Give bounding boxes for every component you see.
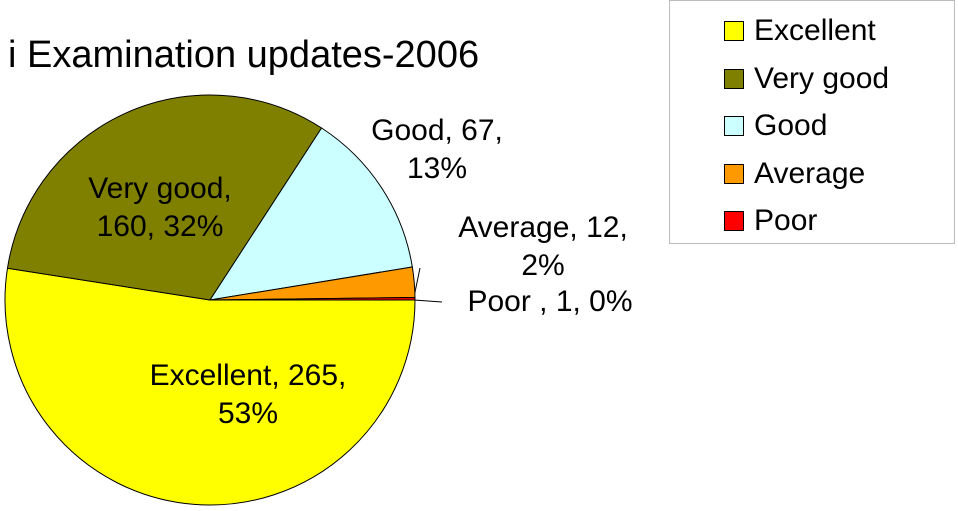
data-label: Excellent, 265, 53% xyxy=(149,359,347,430)
legend-entry: Good xyxy=(724,109,827,143)
legend-label: Average xyxy=(754,156,866,190)
legend-swatch xyxy=(724,21,744,41)
legend-label: Excellent xyxy=(754,14,876,47)
legend-entry: Very good xyxy=(724,62,889,96)
chart-title: i Examination updates-2006 xyxy=(8,34,480,76)
data-label: Poor , 1, 0% xyxy=(467,285,633,318)
legend-label: Very good xyxy=(754,61,890,95)
data-label: Good, 67, 13% xyxy=(371,114,503,185)
legend-label: Good xyxy=(754,109,828,142)
legend: Excellent Very good Good Average Poor xyxy=(669,0,955,244)
legend-entry: Average xyxy=(724,157,865,191)
pie-slice xyxy=(208,127,413,301)
legend-swatch xyxy=(724,211,744,231)
legend-swatch xyxy=(724,68,744,89)
pie-slice xyxy=(4,267,416,506)
data-label: Average, 12, 2% xyxy=(458,211,628,282)
legend-swatch xyxy=(724,163,744,184)
legend-entry: Poor xyxy=(724,204,817,238)
data-label: Very good, 160, 32% xyxy=(88,172,232,243)
leader-line xyxy=(413,299,443,303)
legend-label: Poor xyxy=(754,204,818,237)
pie-slice xyxy=(209,296,416,301)
legend-entry: Excellent xyxy=(724,14,876,48)
legend-swatch xyxy=(724,116,744,136)
